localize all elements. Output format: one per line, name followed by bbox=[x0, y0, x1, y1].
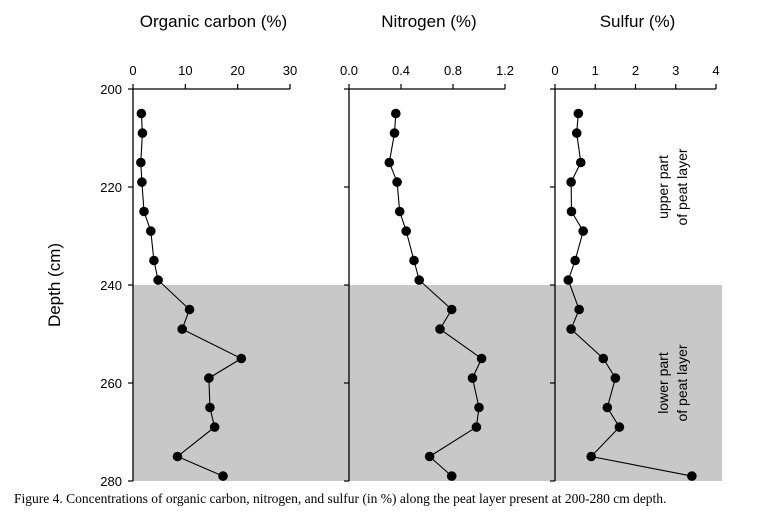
organic-carbon-point bbox=[204, 373, 214, 383]
depth-tick-label: 200 bbox=[100, 82, 122, 97]
nitrogen-x-tick-label: 1.2 bbox=[496, 63, 514, 78]
sulfur-x-tick-label: 3 bbox=[672, 63, 679, 78]
organic-carbon-point bbox=[218, 471, 228, 481]
sulfur-x-tick-label: 4 bbox=[712, 63, 719, 78]
nitrogen-point bbox=[446, 471, 457, 481]
organic-carbon-point bbox=[139, 206, 149, 217]
sulfur-point bbox=[687, 471, 697, 481]
nitrogen-x-tick-label: 0.4 bbox=[392, 63, 410, 78]
organic-carbon-point bbox=[145, 226, 156, 236]
organic-carbon-point bbox=[205, 402, 215, 413]
sulfur-point bbox=[563, 275, 574, 285]
organic-carbon-point bbox=[153, 275, 163, 285]
sulfur-point bbox=[566, 177, 576, 187]
sulfur-point bbox=[574, 304, 584, 315]
sulfur-point bbox=[602, 402, 613, 413]
organic-carbon-point bbox=[236, 353, 247, 364]
nitrogen-point bbox=[446, 304, 457, 315]
organic-carbon-series-line bbox=[140, 113, 243, 477]
nitrogen-point bbox=[394, 206, 405, 217]
nitrogen-axis-title: Nitrogen (%) bbox=[381, 12, 476, 31]
layer-annotation-line: of peat layer bbox=[674, 344, 690, 421]
nitrogen-point bbox=[476, 353, 487, 364]
layer-annotation-line: lower part bbox=[655, 352, 671, 414]
organic-carbon-point bbox=[177, 324, 187, 334]
nitrogen-point bbox=[435, 324, 445, 334]
organic-carbon-point bbox=[209, 422, 220, 432]
sulfur-point bbox=[598, 353, 609, 364]
sulfur-point bbox=[586, 451, 597, 462]
layer-annotation-line: of peat layer bbox=[674, 148, 690, 225]
depth-axis: 200 220 240 260 280 bbox=[100, 82, 555, 489]
nitrogen-point bbox=[391, 108, 401, 119]
sulfur-point bbox=[570, 255, 580, 266]
nitrogen-point bbox=[384, 157, 395, 168]
organic-carbon-x-tick-label: 20 bbox=[230, 63, 244, 78]
sulfur-x-tick-label: 0 bbox=[551, 63, 558, 78]
sulfur-axis-title: Sulfur (%) bbox=[600, 12, 676, 31]
sulfur-point bbox=[566, 324, 576, 334]
nitrogen-point bbox=[467, 373, 478, 383]
nitrogen-x-tick-label: 0.8 bbox=[444, 63, 462, 78]
sulfur-point bbox=[578, 226, 588, 236]
layer-annotation-line: upper part bbox=[655, 155, 671, 219]
depth-axis-title: Depth (cm) bbox=[45, 243, 64, 327]
panel-organic-carbon: Organic carbon (%) 0 10 20 30 bbox=[129, 12, 297, 481]
sulfur-x-tick-label: 2 bbox=[632, 63, 639, 78]
sulfur-x-tick-label: 1 bbox=[592, 63, 599, 78]
nitrogen-point bbox=[392, 177, 402, 187]
sulfur-series-line bbox=[567, 113, 693, 477]
organic-carbon-axis-title: Organic carbon (%) bbox=[140, 12, 287, 31]
nitrogen-x-tick-label: 0.0 bbox=[340, 63, 358, 78]
depth-tick-label: 240 bbox=[100, 278, 122, 293]
sulfur-point bbox=[571, 128, 582, 138]
nitrogen-point bbox=[409, 255, 419, 266]
organic-carbon-x-tick-label: 10 bbox=[178, 63, 192, 78]
organic-carbon-x-tick-label: 30 bbox=[283, 63, 297, 78]
shaded-lower-layer bbox=[133, 285, 722, 481]
nitrogen-series-line bbox=[388, 113, 483, 477]
sulfur-point bbox=[614, 422, 625, 432]
sulfur-point bbox=[575, 157, 586, 168]
nitrogen-point bbox=[471, 422, 482, 432]
nitrogen-point bbox=[414, 275, 425, 285]
nitrogen-point bbox=[401, 226, 412, 236]
organic-carbon-point bbox=[137, 177, 147, 187]
organic-carbon-point bbox=[136, 157, 146, 168]
organic-carbon-point bbox=[136, 108, 147, 119]
organic-carbon-point bbox=[137, 128, 148, 138]
depth-tick-label: 260 bbox=[100, 376, 122, 391]
organic-carbon-x-tick-label: 0 bbox=[129, 63, 136, 78]
panel-nitrogen: Nitrogen (%) 0.0 0.4 0.8 1.2 bbox=[340, 12, 514, 481]
organic-carbon-point bbox=[184, 304, 195, 315]
depth-tick-label: 280 bbox=[100, 474, 122, 489]
sulfur-point bbox=[566, 206, 577, 217]
nitrogen-point bbox=[389, 128, 400, 138]
nitrogen-point bbox=[424, 451, 435, 462]
organic-carbon-point bbox=[172, 451, 183, 462]
nitrogen-point bbox=[474, 402, 484, 413]
figure-caption: Figure 4. Concentrations of organic carb… bbox=[14, 491, 666, 506]
sulfur-point bbox=[610, 373, 621, 383]
depth-tick-label: 220 bbox=[100, 180, 122, 195]
organic-carbon-point bbox=[149, 255, 159, 266]
sulfur-point bbox=[573, 108, 584, 119]
panel-sulfur: Sulfur (%) 0 1 2 3 4 bbox=[551, 12, 720, 481]
